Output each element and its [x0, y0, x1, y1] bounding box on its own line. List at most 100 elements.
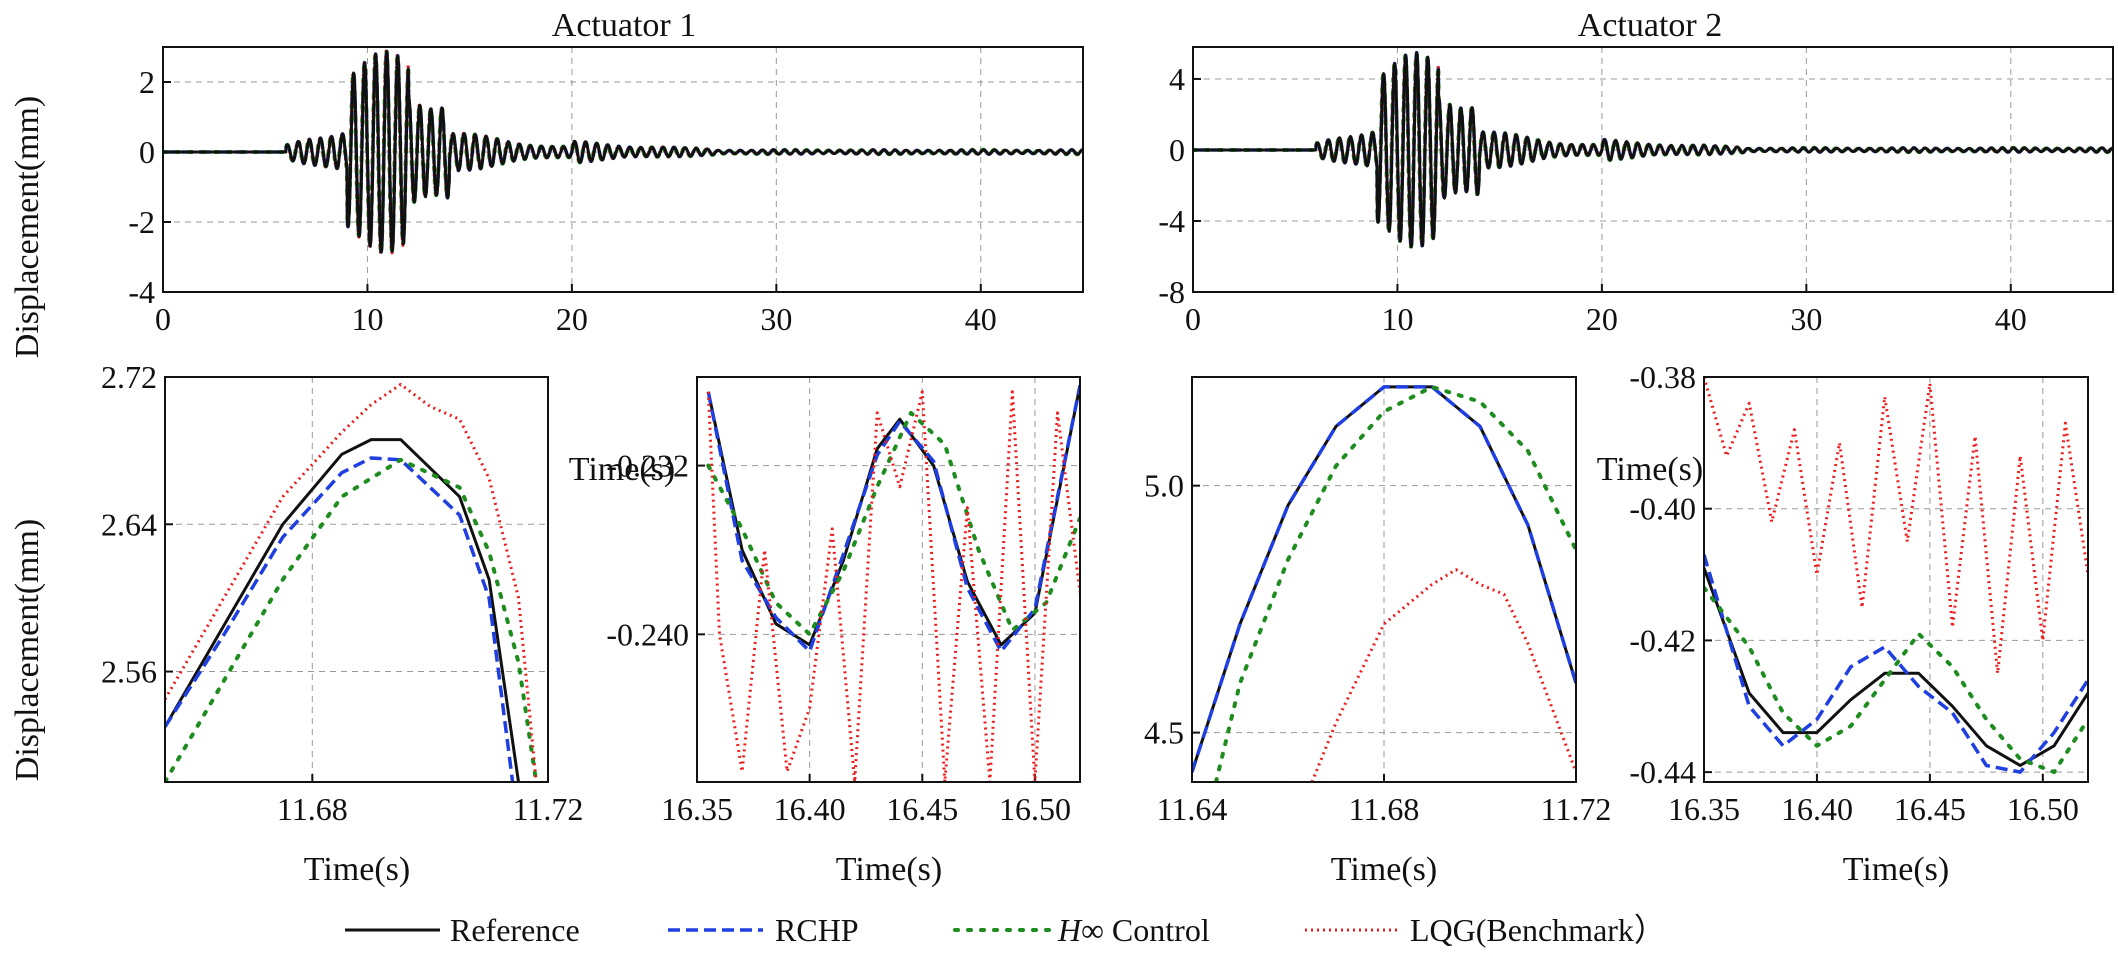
x-tick-label: 16.50 — [2007, 791, 2079, 827]
plot-frame — [1703, 376, 2089, 783]
y-tick-label: -2 — [128, 204, 155, 240]
ylabel-top: Displacement(mm) — [9, 96, 46, 358]
series-line-rchp — [165, 456, 515, 782]
xlabel-zoom-1: Time(s) — [304, 851, 410, 888]
x-tick-label: 10 — [351, 301, 383, 337]
x-tick-label: 16.45 — [1894, 791, 1966, 827]
tick-labels: 11.64 11.68 11.72 4.5 5.0 — [1144, 468, 1611, 827]
x-tick-label: 11.68 — [277, 791, 348, 827]
zoom-panel-2: 16.35 16.40 16.45 16.50 -0.240 -0.232 — [606, 376, 1081, 827]
series-line-reference — [1704, 567, 2088, 767]
legend-label-reference: Reference — [450, 912, 580, 948]
zoom-panel-4: 16.35 16.40 16.45 16.50 -0.44 -0.42 -0.40 -0.38 — [1629, 359, 2089, 827]
y-tick-label: -0.40 — [1629, 491, 1696, 527]
legend-label-hinf-rest: ∞ Control — [1081, 912, 1210, 948]
plot-area-zoom-1 — [165, 382, 539, 782]
gridlines — [1704, 377, 2088, 782]
y-tick-label: 0 — [139, 134, 155, 170]
legend-label-hinf: H∞ Control — [1057, 912, 1210, 948]
series-line-reference — [165, 438, 520, 782]
legend: Reference RCHP H∞ Control LQG(Benchmark） — [345, 912, 1666, 948]
y-tick-label: -0.44 — [1629, 754, 1696, 790]
plot-frame — [1192, 46, 2114, 293]
y-tick-label: 4 — [1169, 61, 1185, 97]
x-tick-label: 16.35 — [1668, 791, 1740, 827]
gridlines — [163, 47, 1083, 292]
x-tick-label: 11.68 — [1349, 791, 1420, 827]
series-line-lqg-benchmark — [165, 382, 538, 782]
plot-frame — [164, 376, 549, 783]
y-tick-label: -0.232 — [606, 448, 689, 484]
plot-area-top-left — [163, 48, 1083, 256]
series-line-rchp — [1704, 554, 2088, 774]
y-tick-label: 2 — [139, 64, 155, 100]
x-tick-label: 40 — [965, 301, 997, 337]
series-line-reference — [1193, 51, 2113, 249]
y-tick-label: -4 — [1158, 203, 1185, 239]
xlabel-top-right: Time(s) — [1597, 451, 1703, 488]
x-tick-label: 20 — [556, 301, 588, 337]
y-tick-label: -0.38 — [1629, 359, 1696, 395]
x-tick-label: 20 — [1586, 301, 1618, 337]
series-line-rchp — [1192, 385, 1576, 773]
plot-area-zoom-3 — [1192, 384, 1576, 782]
x-tick-label: 10 — [1381, 301, 1413, 337]
y-tick-label: 5.0 — [1144, 468, 1184, 504]
xlabel-zoom-2: Time(s) — [836, 851, 942, 888]
x-tick-label: 11.72 — [1541, 791, 1612, 827]
tick-labels: 0 10 20 30 40 -8 -4 0 4 — [1158, 61, 2026, 337]
plot-frame — [696, 376, 1081, 783]
x-tick-label: 16.45 — [886, 791, 958, 827]
x-tick-label: 16.40 — [774, 791, 846, 827]
series-line-lqg-benchmark — [1310, 568, 1576, 782]
ylabel-bottom: Displacement(mm) — [9, 519, 46, 781]
plot-frame — [1191, 376, 1577, 783]
x-tick-label: 0 — [1185, 301, 1201, 337]
tick-labels: 11.68 11.72 2.56 2.64 2.72 — [101, 359, 583, 827]
tick-labels: 0 10 20 30 40 -4 -2 0 2 — [128, 64, 996, 337]
series-line-rchp — [706, 385, 1080, 653]
y-tick-label: 2.72 — [101, 359, 157, 395]
legend-label-rchp: RCHP — [775, 912, 859, 948]
y-tick-label: 0 — [1169, 132, 1185, 168]
x-tick-label: 30 — [760, 301, 792, 337]
x-tick-label: 40 — [1995, 301, 2027, 337]
y-tick-label: 4.5 — [1144, 715, 1184, 751]
plot-area-zoom-4 — [1704, 377, 2088, 775]
xlabel-zoom-3: Time(s) — [1331, 851, 1437, 888]
gridlines — [1193, 47, 2113, 292]
x-tick-label: 16.40 — [1781, 791, 1853, 827]
plot-area-zoom-2 — [706, 385, 1080, 782]
x-tick-label: 0 — [155, 301, 171, 337]
x-tick-label: 30 — [1790, 301, 1822, 337]
y-tick-label: 2.64 — [101, 506, 157, 542]
y-tick-label: -0.240 — [606, 616, 689, 652]
x-tick-label: 16.35 — [661, 791, 733, 827]
panel-title-actuator-1: Actuator 1 — [552, 7, 696, 44]
y-tick-label: -8 — [1158, 274, 1185, 310]
panel-actuator-2: 0 10 20 30 40 -8 -4 0 4 — [1158, 46, 2114, 337]
series-line-h-control — [1214, 384, 1576, 782]
panel-actuator-1: 0 10 20 30 40 -4 -2 0 2 — [128, 46, 1084, 337]
tick-labels: 16.35 16.40 16.45 16.50 -0.240 -0.232 — [606, 448, 1071, 827]
plot-frame — [162, 46, 1084, 293]
legend-label-hinf-italic: H — [1057, 912, 1083, 948]
gridlines — [165, 377, 548, 782]
series-line-h-control — [165, 457, 539, 782]
x-tick-label: 16.50 — [999, 791, 1071, 827]
y-tick-label: -4 — [128, 274, 155, 310]
series-line-h-control — [706, 410, 1080, 637]
legend-label-lqg: LQG(Benchmark） — [1410, 912, 1666, 948]
x-tick-label: 11.72 — [513, 791, 584, 827]
series-line-h-control — [1704, 585, 2088, 775]
plot-area-top-right — [1193, 50, 2113, 249]
tick-labels: 16.35 16.40 16.45 16.50 -0.44 -0.42 -0.40 -0.38 — [1629, 359, 2078, 827]
gridlines — [1192, 377, 1576, 782]
zoom-panel-1: 11.68 11.72 2.56 2.64 2.72 — [101, 359, 583, 827]
xlabel-zoom-4: Time(s) — [1843, 851, 1949, 888]
series-line-lqg-benchmark — [706, 390, 1080, 782]
xlabel-top-left: Time(s) — [569, 451, 675, 488]
series-line-lqg-benchmark — [1704, 377, 2088, 675]
zoom-panel-3: 11.64 11.68 11.72 4.5 5.0 — [1144, 376, 1611, 827]
